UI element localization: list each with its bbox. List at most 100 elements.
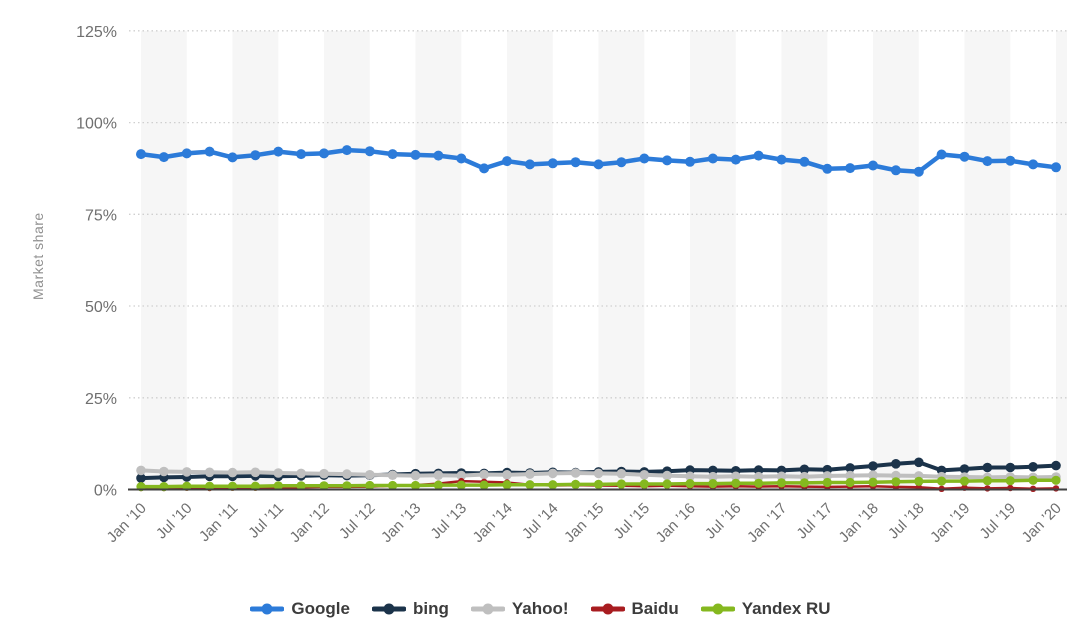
x-tick-label: Jan ’13 [378, 500, 424, 546]
data-point-yandex-ru [822, 477, 832, 488]
data-point-yandex-ru [525, 480, 535, 490]
data-point-google [662, 155, 673, 166]
y-tick-label: 75% [85, 207, 117, 224]
data-point-yahoo [296, 468, 306, 479]
x-tick-label: Jan ’15 [561, 500, 607, 546]
data-point-yandex-ru [342, 481, 352, 491]
x-tick-label: Jan ’19 [927, 500, 973, 546]
data-point-yahoo [525, 469, 535, 479]
x-tick: Jan ’13 [378, 500, 424, 546]
data-point-google [730, 154, 741, 165]
x-tick-label: Jul ’13 [427, 500, 470, 543]
x-tick: Jul ’14 [519, 500, 562, 543]
x-tick-label: Jul ’12 [336, 500, 379, 543]
data-point-yahoo [387, 470, 398, 481]
data-point-google [936, 149, 947, 160]
x-tick-label: Jan ’14 [470, 500, 516, 546]
data-point-yandex-ru [868, 477, 878, 487]
series-google [136, 145, 1061, 177]
data-point-google [181, 148, 192, 159]
background-band [141, 30, 187, 490]
legend-label: Baidu [631, 599, 679, 618]
data-point-google [868, 160, 878, 171]
data-point-google [479, 163, 490, 174]
data-point-yandex-ru [365, 480, 375, 491]
data-point-google [776, 154, 787, 165]
data-point-google [1005, 155, 1016, 166]
legend-item-bing[interactable]: bing [371, 599, 449, 619]
legend-label: Google [291, 599, 350, 618]
x-tick-label: Jan ’18 [836, 500, 882, 546]
x-tick: Jul ’19 [976, 500, 1019, 543]
data-point-yandex-ru [479, 480, 489, 490]
data-point-yandex-ru [845, 477, 855, 488]
data-point-yandex-ru [982, 476, 993, 486]
data-point-yahoo [159, 466, 169, 477]
data-point-yandex-ru [433, 480, 443, 490]
data-point-yahoo [753, 471, 764, 482]
data-point-yahoo [570, 468, 581, 478]
legend-item-yahoo[interactable]: Yahoo! [470, 599, 569, 619]
data-point-yandex-ru [548, 480, 558, 490]
data-point-bing [799, 464, 810, 475]
data-point-google [913, 166, 924, 177]
data-point-google [158, 152, 169, 163]
data-point-yahoo [204, 467, 215, 478]
data-point-google [845, 163, 856, 174]
data-point-bing [868, 461, 878, 471]
data-point-yahoo [227, 467, 238, 478]
data-point-yandex-ru [388, 480, 398, 491]
data-point-yandex-ru [754, 478, 764, 488]
background-band [232, 30, 279, 490]
data-point-bing [1051, 460, 1061, 471]
data-point-yandex-ru [616, 479, 627, 489]
data-point-google [639, 153, 650, 164]
data-point-yandex-ru [914, 476, 924, 486]
background-band [781, 30, 828, 490]
x-tick: Jan ’19 [927, 500, 973, 546]
x-tick-label: Jul ’19 [976, 500, 1019, 543]
data-point-yandex-ru [731, 478, 741, 488]
x-tick-label: Jan ’11 [196, 500, 241, 545]
y-tick-label: 50% [85, 299, 117, 316]
background-band [690, 30, 736, 490]
data-point-google [433, 150, 444, 161]
data-point-google [982, 156, 993, 167]
data-point-yahoo [822, 471, 833, 481]
legend-marker-bing [371, 603, 406, 615]
x-tick: Jul ’15 [610, 500, 653, 543]
data-point-google [273, 146, 284, 157]
x-tick-label: Jul ’15 [610, 500, 653, 543]
data-point-google [959, 151, 970, 162]
data-point-baidu [1052, 485, 1060, 492]
data-point-google [136, 149, 146, 160]
x-tick: Jul ’11 [245, 500, 287, 542]
legend-label: Yandex RU [741, 599, 831, 618]
data-point-yandex-ru [799, 478, 810, 488]
legend-item-google[interactable]: Google [250, 599, 350, 619]
data-point-yahoo [639, 470, 650, 480]
legend-item-yandex-ru[interactable]: Yandex RU [700, 599, 831, 619]
data-point-yandex-ru [1051, 475, 1061, 485]
data-point-yahoo [182, 467, 192, 477]
legend-marker-baidu [590, 603, 625, 615]
background-band [964, 30, 1011, 490]
data-point-yandex-ru [410, 480, 421, 491]
background-band [507, 30, 553, 490]
data-point-google [1051, 162, 1061, 173]
data-point-google [456, 153, 467, 164]
background-band [324, 30, 370, 490]
data-point-google [753, 150, 764, 161]
legend-item-baidu[interactable]: Baidu [590, 599, 679, 619]
data-point-yahoo [342, 469, 352, 479]
legend-label: Yahoo! [511, 599, 569, 618]
data-point-yahoo [868, 470, 878, 481]
data-point-yandex-ru [662, 479, 672, 489]
x-tick: Jul ’17 [793, 500, 836, 543]
data-point-google [1028, 159, 1039, 170]
data-point-google [799, 156, 810, 167]
data-point-google [502, 156, 512, 167]
data-point-yandex-ru [891, 477, 901, 487]
x-tick: Jul ’18 [885, 500, 928, 543]
